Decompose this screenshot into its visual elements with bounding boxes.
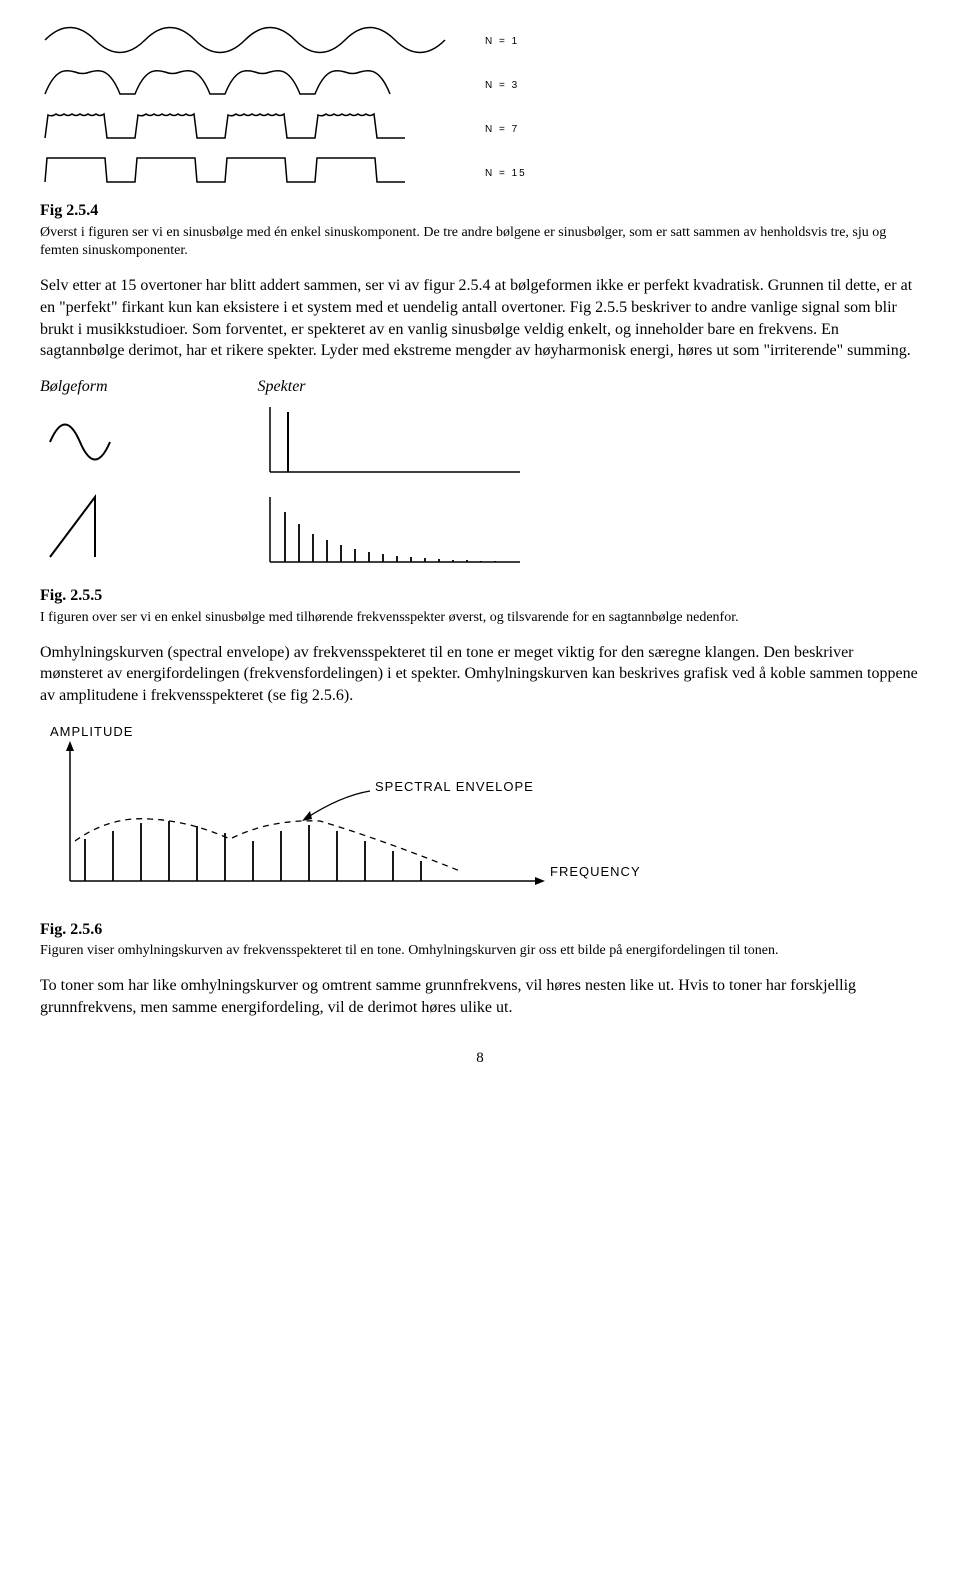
sawtooth-waveform [50,497,95,557]
fig256-ylabel: AMPLITUDE [50,724,133,739]
fig255-col2: Spekter [258,376,306,398]
wave-label-n15: N = 15 [485,168,527,179]
fig254-caption: Øverst i figuren ser vi en sinusbølge me… [40,224,920,262]
wave-n15: N = 15 [40,152,580,192]
wave-label-n3: N = 3 [485,80,519,91]
page-number: 8 [40,1048,920,1068]
fig255-col1: Bølgeform [40,376,108,398]
paragraph-3: To toner som har like omhylningskurver o… [40,975,920,1018]
spectral-envelope-curve [75,818,460,870]
fig256-title: Fig. 2.5.6 [40,919,920,941]
sine-spectrum [270,407,520,472]
sine-waveform [50,425,110,460]
fig254-diagram: N = 1 N = 3 N = 7 N = 15 [40,20,920,192]
fig256-annotation: SPECTRAL ENVELOPE [375,779,534,794]
wave-label-n1: N = 1 [485,36,519,47]
fig256-diagram: AMPLITUDE SPECTRAL ENVELOPE FREQUENCY [40,721,920,911]
fig255-row2 [40,487,920,577]
wave-n1: N = 1 [40,20,580,60]
paragraph-2: Omhylningskurven (spectral envelope) av … [40,642,920,707]
fig256-caption: Figuren viser omhylningskurven av frekve… [40,942,920,961]
paragraph-1: Selv etter at 15 overtoner har blitt add… [40,275,920,361]
fig254-title: Fig 2.5.4 [40,200,920,222]
fig255-caption: I figuren over ser vi en enkel sinusbølg… [40,609,920,628]
wave-label-n7: N = 7 [485,124,519,135]
fig255-headers: Bølgeform Spekter [40,376,920,398]
wave-n7: N = 7 [40,108,580,148]
fig255-row1 [40,397,920,487]
wave-n3: N = 3 [40,64,580,104]
sawtooth-spectrum [270,497,520,562]
fig256-xlabel: FREQUENCY [550,864,641,879]
fig255-title: Fig. 2.5.5 [40,585,920,607]
